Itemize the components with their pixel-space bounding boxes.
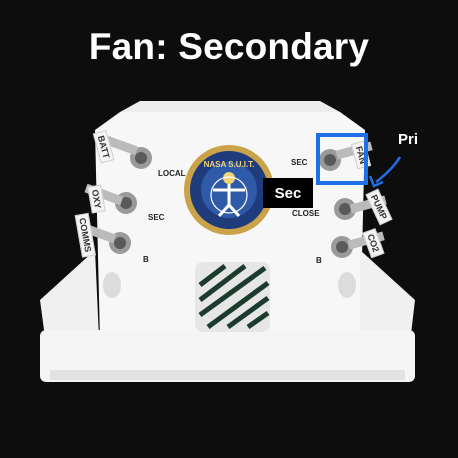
label-left-sec: SEC <box>148 213 165 222</box>
vent-grille <box>195 262 270 332</box>
highlight-box <box>316 133 368 185</box>
box-base <box>40 330 415 382</box>
label-close: CLOSE <box>292 209 320 218</box>
left-switch-local <box>99 133 152 169</box>
label-left-b: B <box>143 255 149 264</box>
left-port <box>103 272 121 298</box>
active-switch-badge: Sec <box>263 178 313 208</box>
label-right-b: B <box>316 256 322 265</box>
label-local: LOCAL <box>158 169 186 178</box>
label-right-sec: SEC <box>291 158 308 167</box>
page-title: Fan: Secondary <box>88 26 370 67</box>
right-port <box>338 272 356 298</box>
patch-text: NASA S.U.I.T. <box>203 160 255 169</box>
arrow-icon <box>375 156 402 183</box>
nasa-suits-patch-logo <box>184 145 274 235</box>
primary-label: Pri <box>398 131 419 148</box>
